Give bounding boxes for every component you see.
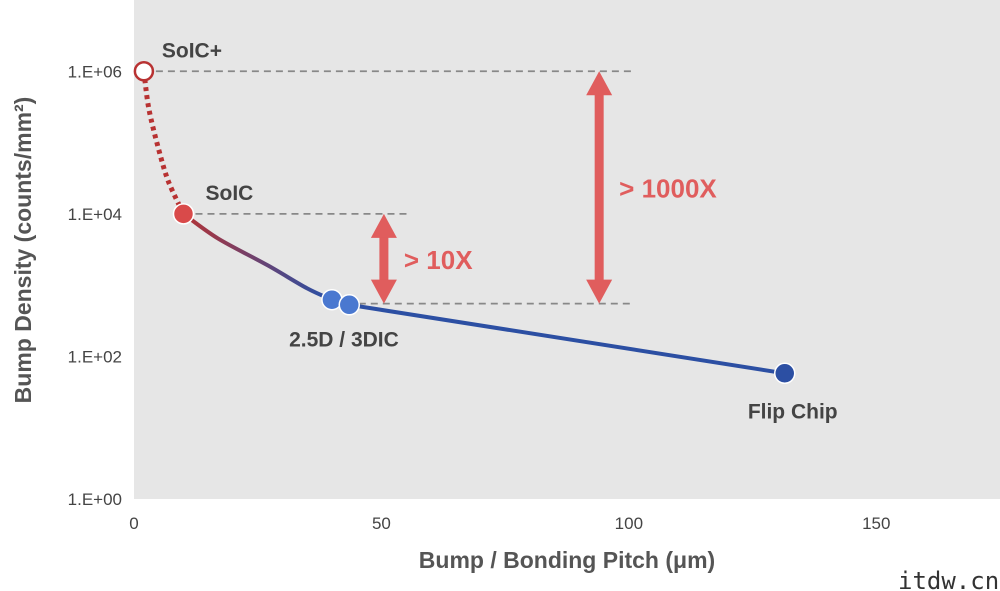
x-tick-label: 150 bbox=[862, 514, 890, 533]
data-point bbox=[773, 362, 796, 385]
y-axis-title: Bump Density (counts/mm²) bbox=[10, 97, 36, 404]
y-tick-label: 1.E+02 bbox=[68, 347, 122, 366]
point-label: SoIC+ bbox=[162, 39, 222, 62]
annotation-label: > 10X bbox=[404, 245, 473, 275]
reference-lines bbox=[143, 70, 634, 305]
point-label: SoIC bbox=[205, 182, 253, 205]
y-tick-label: 1.E+00 bbox=[68, 490, 122, 509]
arrow-head-down bbox=[370, 279, 397, 304]
x-tick-label: 0 bbox=[129, 514, 138, 533]
x-tick-label: 50 bbox=[372, 514, 391, 533]
y-tick-labels: 1.E+00 1.E+02 1.E+04 1.E+06 bbox=[68, 62, 122, 509]
y-tick-label: 1.E+04 bbox=[68, 205, 122, 224]
curve-gradient-segment bbox=[182, 212, 333, 302]
data-point bbox=[338, 294, 361, 316]
data-points: SoIC+ SoIC 2.5D / 3DIC Flip Chip bbox=[133, 39, 838, 423]
arrow-head-up bbox=[586, 71, 613, 96]
point-label: 2.5D / 3DIC bbox=[289, 329, 399, 352]
data-point bbox=[172, 203, 195, 225]
point-label: Flip Chip bbox=[748, 400, 838, 423]
arrow-head-up bbox=[370, 213, 397, 238]
plot-area bbox=[134, 0, 1000, 499]
annotation-arrow: > 1000X bbox=[586, 71, 717, 304]
y-tick-label: 1.E+06 bbox=[68, 62, 122, 81]
annotation-arrows: > 10X > 1000X bbox=[370, 71, 717, 304]
data-point bbox=[133, 61, 155, 82]
watermark: itdw.cn bbox=[898, 567, 999, 591]
x-tick-label: 100 bbox=[615, 514, 643, 533]
x-tick-labels: 0 50 100 150 bbox=[129, 514, 890, 533]
annotation-arrow: > 10X bbox=[370, 213, 473, 304]
x-axis-title: Bump / Bonding Pitch (μm) bbox=[419, 547, 715, 573]
arrow-head-down bbox=[586, 279, 613, 304]
annotation-label: > 1000X bbox=[619, 173, 717, 203]
curve-dotted-segment bbox=[141, 70, 186, 215]
